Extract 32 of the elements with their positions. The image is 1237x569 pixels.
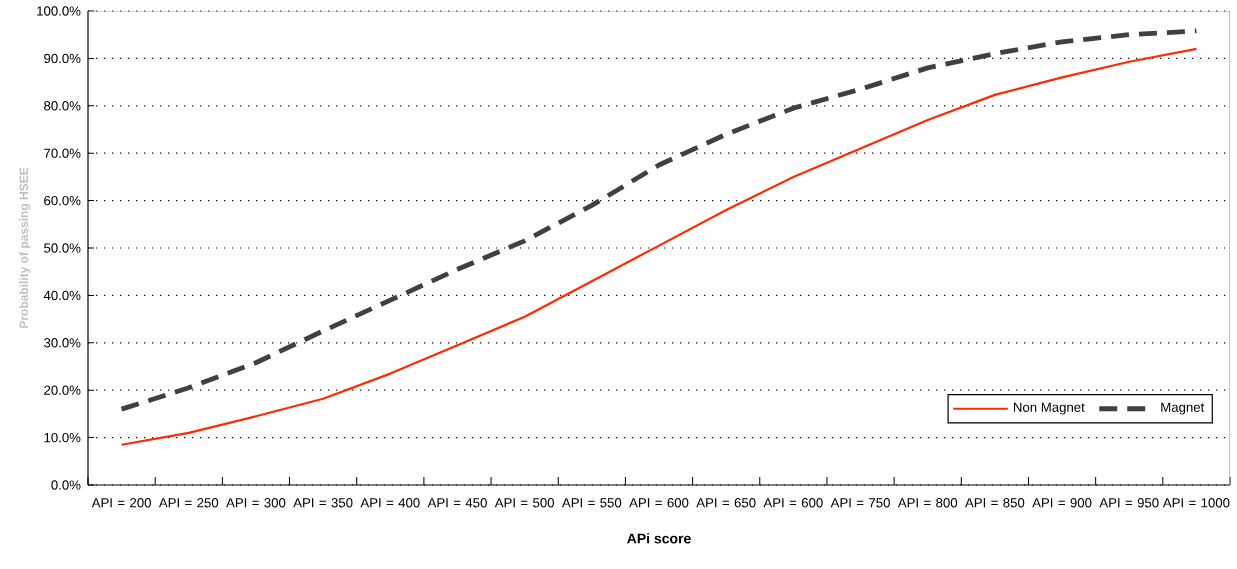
x-tick-label: API = 1000 (1162, 498, 1230, 508)
y-tick-label: 90.0% (44, 53, 81, 64)
x-axis-title: APi score (627, 533, 691, 544)
x-tick-label: API = 600 (629, 498, 689, 508)
x-tick-label: API = 650 (696, 498, 756, 508)
y-tick-label: 50.0% (44, 243, 81, 253)
x-tick-label: API = 200 (91, 498, 151, 508)
legend-label: Magnet (1161, 402, 1205, 415)
x-tick-label: API = 900 (1032, 498, 1092, 508)
y-axis-title: Probability of passing HSEE (19, 167, 31, 328)
x-tick-label: API = 350 (293, 498, 353, 508)
x-tick-label: API = 250 (158, 498, 219, 508)
legend-label: Non Magnet (1014, 402, 1085, 415)
x-tick-label: API = 550 (561, 498, 622, 508)
x-tick-label: API = 800 (897, 498, 958, 508)
x-tick-label: API = 950 (1099, 498, 1159, 508)
y-tick-label: 80.0% (44, 101, 81, 111)
x-tick-label: API = 850 (965, 498, 1025, 508)
y-tick-label: 0.0% (51, 480, 81, 490)
y-tick-label: 30.0% (44, 338, 81, 348)
y-tick-label: 40.0% (43, 290, 81, 301)
y-tick-label: 70.0% (44, 148, 81, 158)
x-tick-label: API = 450 (427, 498, 487, 508)
x-tick-label: API = 300 (226, 498, 286, 508)
y-tick-label: 20.0% (44, 385, 81, 395)
x-tick-label: API = 500 (494, 498, 555, 508)
y-tick-label: 10.0% (44, 432, 81, 443)
x-tick-label: API = 600 (763, 498, 823, 508)
x-tick-label: API = 750 (830, 498, 890, 508)
x-tick-label: API = 400 (360, 498, 420, 508)
y-tick-label: 100.0% (37, 6, 81, 16)
y-tick-label: 60.0% (44, 195, 81, 206)
